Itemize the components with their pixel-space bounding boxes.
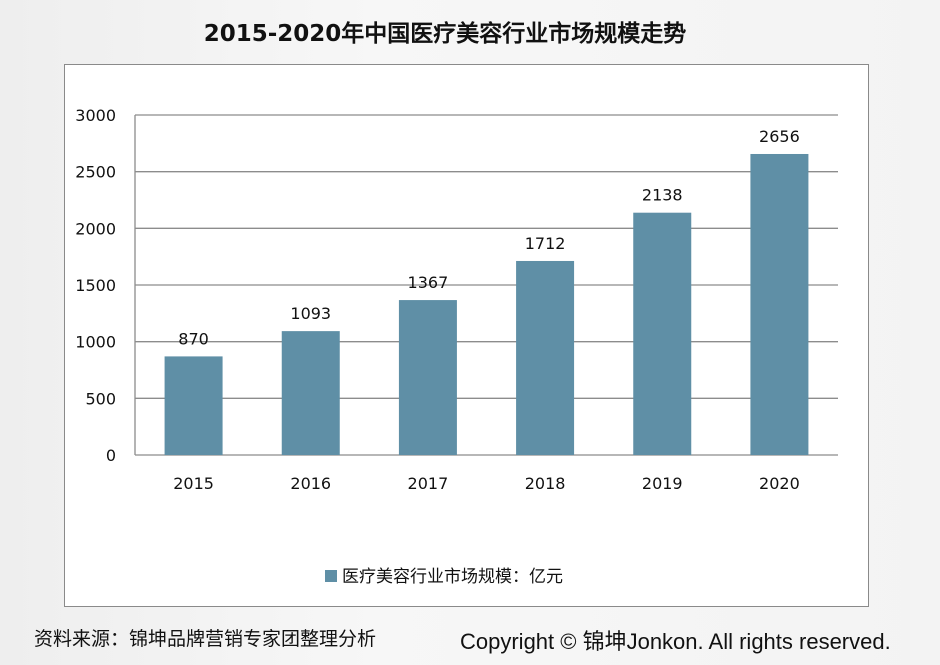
y-tick-label: 2000 (75, 219, 116, 238)
legend-swatch (325, 570, 337, 582)
x-tick-label: 2016 (290, 474, 331, 493)
bar-2016 (281, 331, 340, 455)
x-tick-label: 2017 (408, 474, 449, 493)
x-tick-label: 2019 (642, 474, 683, 493)
bar-2017 (398, 300, 457, 455)
data-label: 870 (178, 329, 209, 348)
data-label: 1367 (408, 273, 449, 292)
y-tick-label: 0 (106, 446, 116, 465)
legend-label: 医疗美容行业市场规模：亿元 (342, 567, 563, 587)
x-tick-label: 2015 (173, 474, 214, 493)
bar-2015 (164, 356, 223, 455)
x-tick-label: 2020 (759, 474, 800, 493)
data-label: 1093 (290, 304, 331, 323)
data-label: 1712 (525, 234, 566, 253)
source-note: 资料来源：锦坤品牌营销专家团整理分析 (34, 628, 377, 650)
bar-2020 (750, 153, 809, 455)
data-label: 2656 (759, 127, 800, 146)
y-tick-label: 2500 (75, 163, 116, 182)
data-label: 2138 (642, 186, 683, 205)
y-tick-label: 1000 (75, 333, 116, 352)
chart-title: 2015-2020年中国医疗美容行业市场规模走势 (203, 21, 687, 47)
y-tick-label: 1500 (75, 276, 116, 295)
y-tick-label: 500 (85, 389, 116, 408)
copyright-note: Copyright © 锦坤Jonkon. All rights reserve… (460, 629, 891, 654)
chart-frame (64, 64, 869, 607)
x-tick-label: 2018 (525, 474, 566, 493)
bar-2019 (633, 212, 692, 455)
bar-2018 (516, 260, 575, 455)
y-tick-label: 3000 (75, 106, 116, 125)
